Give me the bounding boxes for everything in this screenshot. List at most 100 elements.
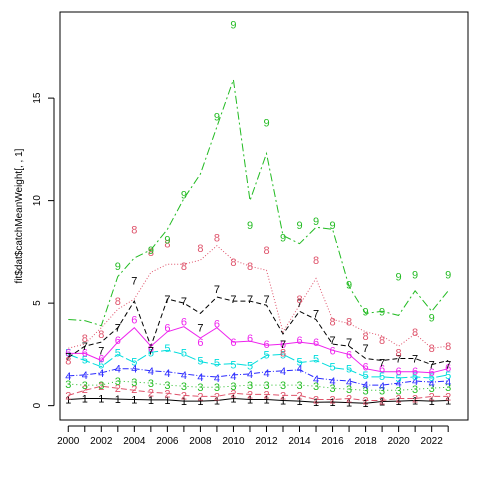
data-point-8: 8 xyxy=(82,333,88,345)
data-point-9: 9 xyxy=(412,269,418,281)
data-point-9: 9 xyxy=(363,306,369,318)
data-point-6: 6 xyxy=(445,363,451,375)
data-point-7: 7 xyxy=(197,323,203,335)
data-point-1: 1 xyxy=(429,396,435,408)
data-point-2: 2 xyxy=(396,394,402,406)
data-point-6: 6 xyxy=(148,343,154,355)
data-point-9: 9 xyxy=(247,220,253,232)
data-point-2: 2 xyxy=(379,396,385,408)
data-point-1: 1 xyxy=(131,395,137,407)
data-point-2: 2 xyxy=(412,394,418,406)
data-point-1: 1 xyxy=(214,396,220,408)
data-point-3: 3 xyxy=(214,382,220,394)
data-point-3: 3 xyxy=(330,383,336,395)
data-point-7: 7 xyxy=(363,343,369,355)
data-point-2: 2 xyxy=(82,384,88,396)
data-point-8: 8 xyxy=(429,343,435,355)
data-point-2: 2 xyxy=(363,396,369,408)
data-point-4: 4 xyxy=(115,364,121,376)
x-axis: 2000 2002 2004 2006 2008 2010 2012 2014 2016 2018… xyxy=(57,425,449,447)
data-point-1: 1 xyxy=(396,396,402,408)
x-tick-label: 2002 xyxy=(90,436,113,447)
data-point-7: 7 xyxy=(346,337,352,349)
data-point-8: 8 xyxy=(181,261,187,273)
data-point-5: 5 xyxy=(396,373,402,385)
data-point-8: 8 xyxy=(363,331,369,343)
data-point-6: 6 xyxy=(115,335,121,347)
data-point-2: 2 xyxy=(445,391,451,403)
data-point-1: 1 xyxy=(296,396,302,408)
data-point-3: 3 xyxy=(412,384,418,396)
data-point-8: 8 xyxy=(330,317,336,329)
data-point-8: 8 xyxy=(230,257,236,269)
data-point-5: 5 xyxy=(148,347,154,359)
data-point-2: 2 xyxy=(181,390,187,402)
x-tick-label: 2012 xyxy=(255,436,278,447)
data-point-1: 1 xyxy=(181,396,187,408)
data-point-9: 9 xyxy=(313,216,319,228)
y-axis: 0 5 10 15 xyxy=(32,92,55,408)
data-point-5: 5 xyxy=(82,355,88,367)
data-point-4: 4 xyxy=(313,374,319,386)
data-point-3: 3 xyxy=(313,381,319,393)
series-line-9 xyxy=(68,79,449,327)
data-point-1: 1 xyxy=(445,396,451,408)
series-line-6 xyxy=(68,326,449,374)
data-point-6: 6 xyxy=(98,354,104,366)
data-point-5: 5 xyxy=(65,347,71,359)
data-point-5: 5 xyxy=(330,362,336,374)
data-point-8: 8 xyxy=(445,341,451,353)
data-point-9: 9 xyxy=(429,313,435,325)
series-line-7 xyxy=(68,296,449,366)
x-tick-label: 2016 xyxy=(321,436,344,447)
data-point-9: 9 xyxy=(148,245,154,257)
data-point-6: 6 xyxy=(280,339,286,351)
data-point-7: 7 xyxy=(214,284,220,296)
data-point-4: 4 xyxy=(98,368,104,380)
data-point-8: 8 xyxy=(131,224,137,236)
data-point-2: 2 xyxy=(313,395,319,407)
data-point-4: 4 xyxy=(412,376,418,388)
data-point-6: 6 xyxy=(197,337,203,349)
data-point-8: 8 xyxy=(280,347,286,359)
data-point-5: 5 xyxy=(363,370,369,382)
data-point-5: 5 xyxy=(230,360,236,372)
data-point-7: 7 xyxy=(263,294,269,306)
data-point-7: 7 xyxy=(396,354,402,366)
data-point-1: 1 xyxy=(379,397,385,409)
data-point-7: 7 xyxy=(412,354,418,366)
data-point-6: 6 xyxy=(164,323,170,335)
data-point-3: 3 xyxy=(296,380,302,392)
data-point-5: 5 xyxy=(247,361,253,373)
data-point-3: 3 xyxy=(82,380,88,392)
data-point-2: 2 xyxy=(230,388,236,400)
data-point-2: 2 xyxy=(214,391,220,403)
data-point-5: 5 xyxy=(131,357,137,369)
data-point-4: 4 xyxy=(197,372,203,384)
data-point-1: 1 xyxy=(82,394,88,406)
data-point-6: 6 xyxy=(247,333,253,345)
data-point-8: 8 xyxy=(412,327,418,339)
data-point-6: 6 xyxy=(330,345,336,357)
data-point-2: 2 xyxy=(280,390,286,402)
data-point-1: 1 xyxy=(65,395,71,407)
data-point-4: 4 xyxy=(148,366,154,378)
data-point-2: 2 xyxy=(346,394,352,406)
data-point-6: 6 xyxy=(296,335,302,347)
data-point-2: 2 xyxy=(148,387,154,399)
data-point-3: 3 xyxy=(65,379,71,391)
data-point-5: 5 xyxy=(98,360,104,372)
x-tick-label: 2020 xyxy=(387,436,410,447)
data-point-4: 4 xyxy=(330,376,336,388)
data-point-6: 6 xyxy=(363,362,369,374)
points-layer: 1 1 1 1 1 1 1 1 1 1 1 1 1 1 1 1 1 1 1 1 1 1 1 122 2 2 2 2 2 2 2 2 2 2 2 2 2 2… xyxy=(65,19,451,410)
data-point-5: 5 xyxy=(115,347,121,359)
data-point-7: 7 xyxy=(429,360,435,372)
data-point-8: 8 xyxy=(313,255,319,267)
series-line-1 xyxy=(68,397,449,404)
data-point-1: 1 xyxy=(346,398,352,410)
data-point-1: 1 xyxy=(330,397,336,409)
data-point-6: 6 xyxy=(429,367,435,379)
